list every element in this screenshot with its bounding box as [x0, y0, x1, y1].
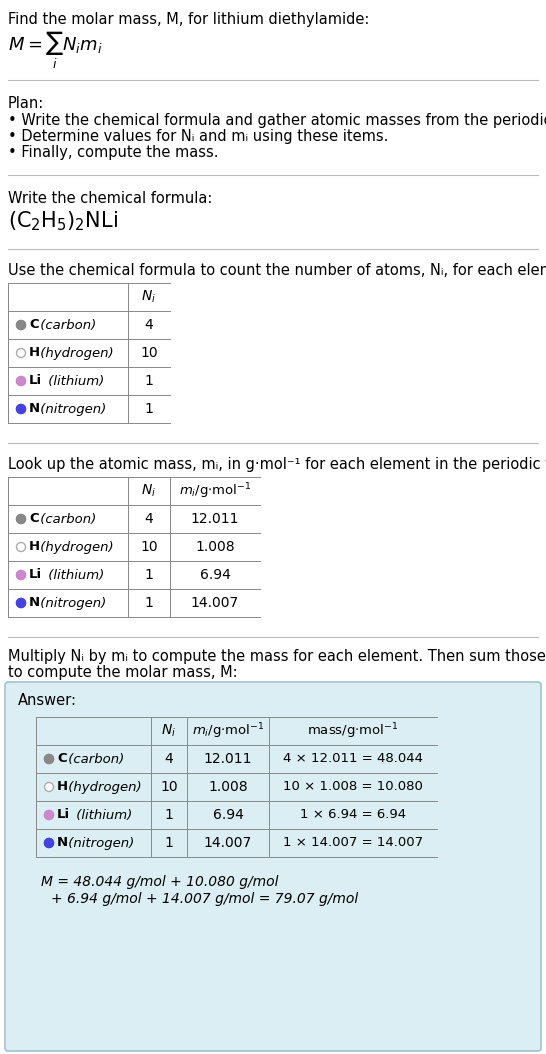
Text: 10: 10 [140, 540, 158, 554]
Text: 14.007: 14.007 [204, 836, 252, 850]
Text: C: C [29, 318, 39, 332]
Text: Answer:: Answer: [18, 692, 77, 708]
Text: Write the chemical formula:: Write the chemical formula: [8, 191, 212, 206]
Circle shape [16, 570, 26, 580]
Text: Li: Li [29, 374, 42, 388]
Text: C: C [29, 512, 39, 526]
Text: • Write the chemical formula and gather atomic masses from the periodic table.: • Write the chemical formula and gather … [8, 113, 546, 128]
Text: 6.94: 6.94 [212, 808, 244, 822]
Text: N: N [57, 837, 68, 850]
Circle shape [45, 782, 54, 792]
Text: $\mathrm{(C_2H_5)_2NLi}$: $\mathrm{(C_2H_5)_2NLi}$ [8, 209, 118, 233]
Text: $N_i$: $N_i$ [141, 289, 157, 306]
Text: 1: 1 [145, 596, 153, 610]
Text: 1: 1 [145, 568, 153, 582]
Text: 10: 10 [160, 780, 178, 794]
Text: 6.94: 6.94 [199, 568, 230, 582]
Text: N: N [29, 597, 40, 609]
Text: $N_i$: $N_i$ [141, 483, 157, 500]
Text: 4: 4 [145, 512, 153, 526]
Text: Li: Li [57, 808, 70, 821]
Text: 14.007: 14.007 [191, 596, 239, 610]
Text: • Determine values for Nᵢ and mᵢ using these items.: • Determine values for Nᵢ and mᵢ using t… [8, 129, 388, 144]
Text: Li: Li [29, 568, 42, 582]
Text: 10: 10 [140, 346, 158, 360]
Text: (nitrogen): (nitrogen) [64, 837, 135, 850]
Text: (lithium): (lithium) [44, 568, 104, 582]
Text: 1 × 6.94 = 6.94: 1 × 6.94 = 6.94 [300, 808, 406, 821]
Text: (carbon): (carbon) [37, 512, 97, 526]
Text: N: N [29, 403, 40, 415]
Text: (carbon): (carbon) [64, 753, 124, 765]
Text: 1 × 14.007 = 14.007: 1 × 14.007 = 14.007 [283, 837, 423, 850]
Circle shape [16, 320, 26, 330]
Text: (hydrogen): (hydrogen) [64, 781, 142, 794]
Text: (hydrogen): (hydrogen) [37, 347, 114, 359]
Text: $m_i$/g$\cdot$mol$^{-1}$: $m_i$/g$\cdot$mol$^{-1}$ [192, 721, 264, 741]
Text: 1: 1 [145, 402, 153, 416]
Text: Multiply Nᵢ by mᵢ to compute the mass for each element. Then sum those values: Multiply Nᵢ by mᵢ to compute the mass fo… [8, 649, 546, 664]
Text: 12.011: 12.011 [191, 512, 239, 526]
Text: 1.008: 1.008 [195, 540, 235, 554]
Circle shape [16, 543, 26, 551]
Circle shape [16, 376, 26, 386]
Text: H: H [29, 347, 40, 359]
Circle shape [16, 349, 26, 357]
Text: 4 × 12.011 = 48.044: 4 × 12.011 = 48.044 [283, 753, 423, 765]
Text: (lithium): (lithium) [72, 808, 132, 821]
Text: to compute the molar mass, M:: to compute the molar mass, M: [8, 665, 238, 680]
Text: (nitrogen): (nitrogen) [37, 597, 107, 609]
Text: Find the molar mass, M, for lithium diethylamide:: Find the molar mass, M, for lithium diet… [8, 12, 370, 27]
Text: Use the chemical formula to count the number of atoms, Nᵢ, for each element:: Use the chemical formula to count the nu… [8, 264, 546, 278]
Text: 1: 1 [145, 374, 153, 388]
Text: + 6.94 g/mol + 14.007 g/mol = 79.07 g/mol: + 6.94 g/mol + 14.007 g/mol = 79.07 g/mo… [51, 892, 358, 906]
Text: mass/g$\cdot$mol$^{-1}$: mass/g$\cdot$mol$^{-1}$ [307, 721, 399, 741]
Circle shape [16, 599, 26, 607]
FancyBboxPatch shape [5, 682, 541, 1051]
Text: • Finally, compute the mass.: • Finally, compute the mass. [8, 145, 218, 160]
Circle shape [45, 755, 54, 763]
Text: 12.011: 12.011 [204, 752, 252, 766]
Circle shape [16, 405, 26, 413]
Text: 1: 1 [164, 808, 174, 822]
Text: 1: 1 [164, 836, 174, 850]
Text: 10 × 1.008 = 10.080: 10 × 1.008 = 10.080 [283, 781, 423, 794]
Text: 1.008: 1.008 [208, 780, 248, 794]
Text: (carbon): (carbon) [37, 318, 97, 332]
Circle shape [45, 839, 54, 847]
Text: 4: 4 [165, 752, 174, 766]
Text: H: H [57, 781, 68, 794]
Circle shape [45, 811, 54, 820]
Text: C: C [57, 753, 67, 765]
Text: 4: 4 [145, 318, 153, 332]
Text: $m_i$/g$\cdot$mol$^{-1}$: $m_i$/g$\cdot$mol$^{-1}$ [179, 482, 251, 501]
Text: $N_i$: $N_i$ [162, 723, 176, 739]
Text: (lithium): (lithium) [44, 374, 104, 388]
Text: $M = \sum_i N_i m_i$: $M = \sum_i N_i m_i$ [8, 30, 103, 72]
Text: Plan:: Plan: [8, 96, 44, 111]
Circle shape [16, 514, 26, 524]
Text: (hydrogen): (hydrogen) [37, 541, 114, 553]
Text: (nitrogen): (nitrogen) [37, 403, 107, 415]
Text: H: H [29, 541, 40, 553]
Text: Look up the atomic mass, mᵢ, in g·mol⁻¹ for each element in the periodic table:: Look up the atomic mass, mᵢ, in g·mol⁻¹ … [8, 457, 546, 472]
Text: M = 48.044 g/mol + 10.080 g/mol: M = 48.044 g/mol + 10.080 g/mol [41, 875, 278, 889]
